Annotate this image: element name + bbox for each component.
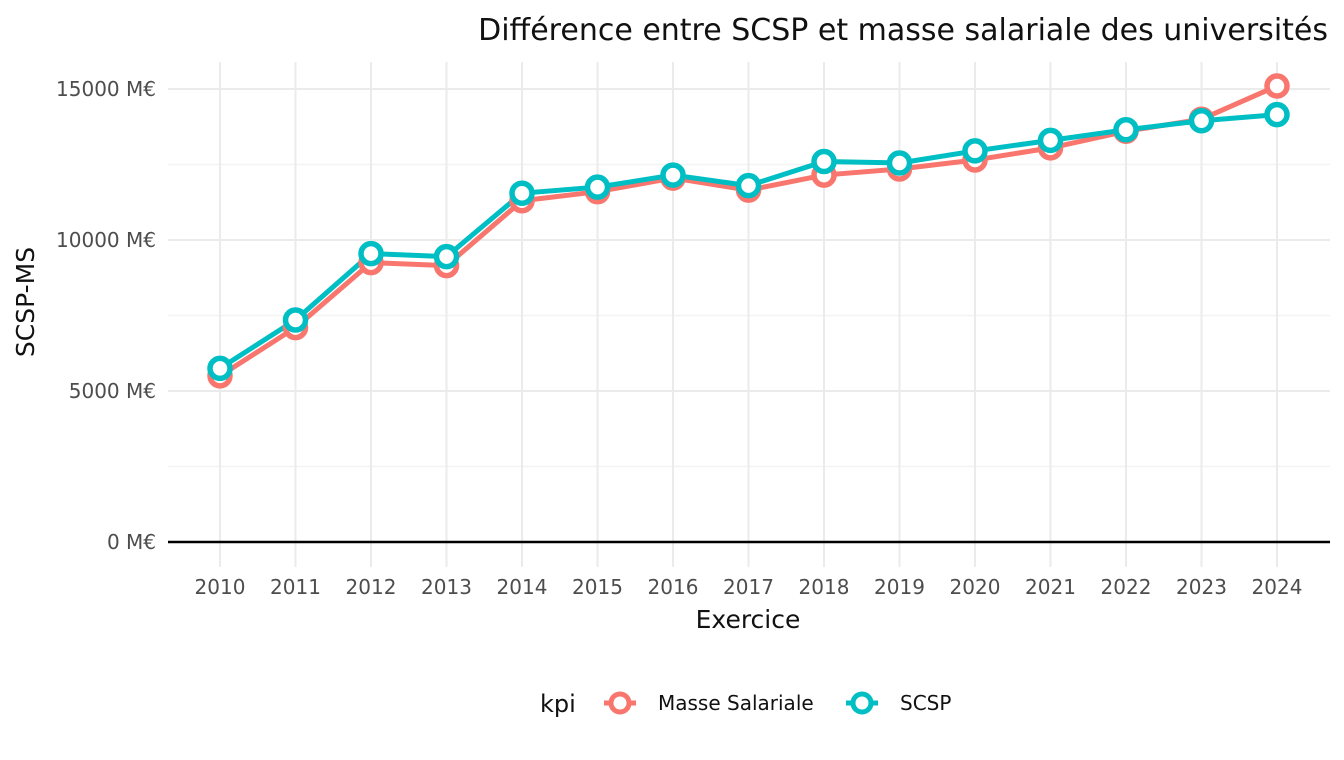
legend: kpi Masse Salariale SCSP xyxy=(540,690,951,718)
data-point-scsp xyxy=(735,172,762,199)
x-tick-label: 2020 xyxy=(950,575,1001,599)
x-tick-label: 2023 xyxy=(1176,575,1227,599)
x-tick-label: 2012 xyxy=(346,575,397,599)
legend-key-marker-scsp xyxy=(850,691,874,715)
x-tick-label: 2013 xyxy=(421,575,472,599)
data-point-scsp xyxy=(962,138,988,164)
y-tick-label: 15000 M€ xyxy=(56,77,156,101)
x-tick-label: 2016 xyxy=(648,575,699,599)
data-point-scsp xyxy=(811,148,837,175)
x-tick-label: 2018 xyxy=(799,575,850,599)
data-point-scsp xyxy=(1113,117,1139,143)
chart-title: Différence entre SCSP et masse salariale… xyxy=(478,13,1328,48)
data-point-scsp xyxy=(1188,107,1215,134)
legend-label-scsp: SCSP xyxy=(900,691,951,715)
legend-label-masse-salariale: Masse Salariale xyxy=(658,691,814,715)
data-points xyxy=(207,73,1290,389)
y-axis-title: SCSP-MS xyxy=(11,247,40,357)
data-point-masse-salariale xyxy=(1264,73,1290,99)
data-point-scsp xyxy=(1037,127,1064,154)
legend-title: kpi xyxy=(540,690,576,718)
x-axis-title: Exercice xyxy=(696,605,801,634)
data-point-scsp xyxy=(584,174,611,200)
x-tick-label: 2011 xyxy=(270,575,321,599)
x-tick-label: 2010 xyxy=(195,575,246,599)
axes: 0 M€ 5000 M€ 10000 M€ 15000 M€ 2010 2011 2012 2… xyxy=(56,77,1330,599)
x-tick-label: 2021 xyxy=(1025,575,1076,599)
x-tick-label: 2019 xyxy=(874,575,925,599)
data-point-scsp xyxy=(660,162,686,188)
data-point-scsp xyxy=(1264,101,1290,128)
data-point-scsp xyxy=(433,243,460,270)
x-tick-label: 2022 xyxy=(1101,575,1152,599)
legend-key-marker-masse-salariale xyxy=(608,691,632,715)
y-tick-label: 0 M€ xyxy=(107,530,156,554)
gridlines xyxy=(168,62,1330,567)
x-tick-label: 2015 xyxy=(572,575,623,599)
y-tick-label: 5000 M€ xyxy=(69,379,156,403)
x-tick-label: 2014 xyxy=(497,575,548,599)
x-tick-label: 2024 xyxy=(1252,575,1303,599)
data-point-scsp xyxy=(282,307,309,333)
data-point-scsp xyxy=(886,150,913,176)
data-point-scsp xyxy=(358,240,384,267)
data-point-scsp xyxy=(207,355,233,382)
y-tick-label: 10000 M€ xyxy=(56,228,156,252)
data-point-scsp xyxy=(509,180,535,206)
x-tick-label: 2017 xyxy=(723,575,774,599)
